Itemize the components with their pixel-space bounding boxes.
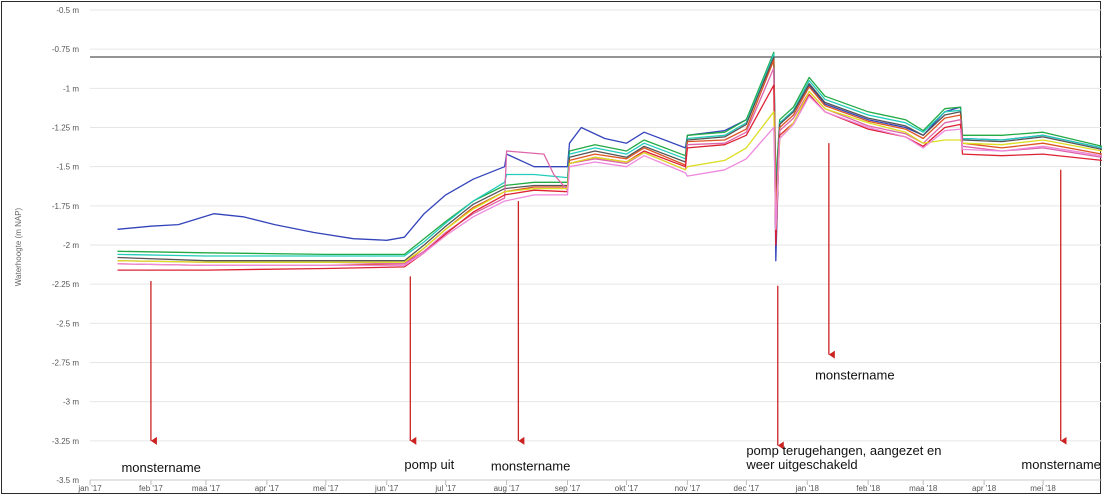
x-tick-label: mei '17 <box>313 484 339 493</box>
series-line-5 <box>117 59 1102 267</box>
x-axis-ticks: jan '17 feb '17 maa '17 apr '17 mei '17 jun '… <box>77 484 1056 493</box>
y-axis-ticks: -0.5 m -0.75 m -1 m -1.25 m -1.5 m -1.75 m -2 … <box>52 6 79 485</box>
series-line-4 <box>117 56 1102 262</box>
y-tick-label: -2.75 m <box>52 359 79 368</box>
x-tick-label: sep '17 <box>555 484 581 493</box>
y-tick-label: -3 m <box>63 398 79 407</box>
y-tick-label: -1.5 m <box>56 163 79 172</box>
series-line-1 <box>117 59 1102 262</box>
x-tick-label: apr '17 <box>255 484 280 493</box>
x-tick-label: feb '17 <box>139 484 163 493</box>
annotation-label: monstername <box>121 460 200 475</box>
x-tick-label: mei '18 <box>1030 484 1056 493</box>
x-tick-label: dec '17 <box>734 484 760 493</box>
series-line-8 <box>117 90 1102 263</box>
y-axis-label: Waterhoogte (m NAP) <box>14 207 23 286</box>
x-tick-label: jun '17 <box>374 484 399 493</box>
annotation-label: pomp uit <box>404 457 454 472</box>
series-lines <box>117 51 1102 271</box>
x-tick-label: jan '18 <box>795 484 820 493</box>
series-line-3 <box>117 53 1102 257</box>
x-tick-label: jul '17 <box>434 484 456 493</box>
annotation-label: monstername <box>815 368 894 383</box>
x-tick-label: nov '17 <box>675 484 701 493</box>
x-tick-label: feb '18 <box>856 484 880 493</box>
series-line-2 <box>117 51 1102 256</box>
x-tick-label: okt '17 <box>615 484 639 493</box>
x-tick-label: maa '17 <box>192 484 221 493</box>
x-tick-label: aug '17 <box>494 484 521 493</box>
annotations: monstername pomp uit monstername pomp terug… <box>121 143 1101 475</box>
x-tick-label: apr '18 <box>972 484 997 493</box>
y-tick-label: -2 m <box>63 241 79 250</box>
series-line-6 <box>117 67 1102 265</box>
gridlines <box>89 9 1102 485</box>
y-tick-label: -3.25 m <box>52 437 79 446</box>
y-tick-label: -2.5 m <box>56 319 79 328</box>
annotation-label: weer uitgeschakeld <box>745 457 857 472</box>
annotation-label: pomp terugehangen, aangezet en <box>746 443 941 458</box>
y-tick-label: -1 m <box>63 84 79 93</box>
y-tick-label: -2.25 m <box>52 280 79 289</box>
x-tick-label: jan '17 <box>77 484 102 493</box>
y-tick-label: -0.5 m <box>56 6 79 15</box>
annotation-label: monstername <box>491 459 570 474</box>
y-tick-label: -1.25 m <box>52 124 79 133</box>
y-tick-label: -3.5 m <box>56 476 79 485</box>
annotation-label: monstername <box>1021 457 1100 472</box>
y-tick-label: -0.75 m <box>52 45 79 54</box>
series-line-9 <box>117 95 1102 267</box>
y-tick-label: -1.75 m <box>52 202 79 211</box>
x-tick-label: maa '18 <box>909 484 938 493</box>
series-line-7 <box>117 84 1102 271</box>
